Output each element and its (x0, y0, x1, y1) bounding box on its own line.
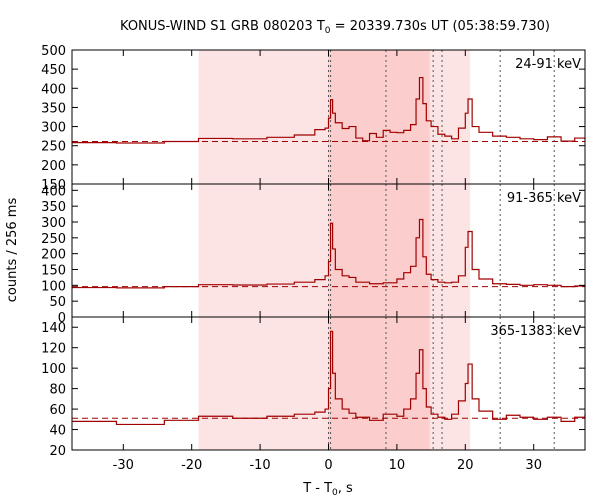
chart-title: KONUS-WIND S1 GRB 080203 T0 = 20339.730s… (120, 19, 550, 36)
y-tick-label: 20 (49, 444, 66, 459)
y-tick-label: 80 (49, 383, 66, 398)
y-tick-label: 350 (41, 200, 66, 215)
y-tick-label: 100 (41, 362, 66, 377)
lightcurve-series (72, 218, 586, 289)
y-tick-label: 0 (58, 311, 66, 326)
energy-band-label: 24-91 keV (515, 57, 581, 72)
y-tick-label: 300 (41, 121, 66, 136)
y-tick-label: 40 (49, 424, 66, 439)
y-tick-label: 200 (41, 248, 66, 263)
y-tick-label: 450 (41, 63, 66, 78)
y-tick-label: 250 (41, 140, 66, 155)
shaded-interval-2 (328, 184, 430, 317)
y-tick-label: 150 (41, 178, 66, 193)
x-tick-label: -20 (181, 458, 202, 473)
energy-band-label: 91-365 keV (507, 191, 581, 206)
chart-title-subscript: 0 (325, 26, 331, 36)
y-axis-title: counts / 256 ms (5, 198, 20, 303)
y-tick-label: 250 (41, 232, 66, 247)
y-tick-label: 60 (49, 403, 66, 418)
y-tick-label: 150 (41, 264, 66, 279)
x-tick-label: 20 (457, 458, 474, 473)
lightcurve-series (72, 330, 586, 426)
y-tick-label: 50 (49, 295, 66, 310)
x-tick-label: 10 (389, 458, 406, 473)
y-tick-label: 400 (41, 82, 66, 97)
x-tick-label: -30 (113, 458, 134, 473)
y-tick-label: 200 (41, 159, 66, 174)
y-tick-label: 350 (41, 101, 66, 116)
panel-1: 150 200 250 300 350 400 450 500 24-91 keV (41, 44, 586, 193)
y-tick-label: 100 (41, 279, 66, 294)
y-tick-label: 500 (41, 44, 66, 59)
y-tick-label: 300 (41, 216, 66, 231)
x-axis: -30 -20 -10 0 10 20 30 (113, 458, 542, 473)
x-axis-title-subscript: 0 (332, 488, 338, 498)
x-axis-title: T - T0, s (302, 481, 353, 498)
y-tick-label: 140 (41, 321, 66, 336)
x-tick-label: -10 (249, 458, 270, 473)
shaded-interval-2 (328, 317, 430, 450)
x-tick-label: 30 (525, 458, 542, 473)
energy-band-label: 365-1383 keV (490, 324, 581, 339)
x-tick-label: 0 (324, 458, 332, 473)
y-tick-label: 120 (41, 342, 66, 357)
y-tick-label: 400 (41, 184, 66, 199)
lightcurve-series (72, 76, 586, 144)
panel-3: 20 40 60 80 100 120 140 365-1383 keV (41, 316, 586, 459)
shaded-interval-2 (328, 50, 430, 184)
